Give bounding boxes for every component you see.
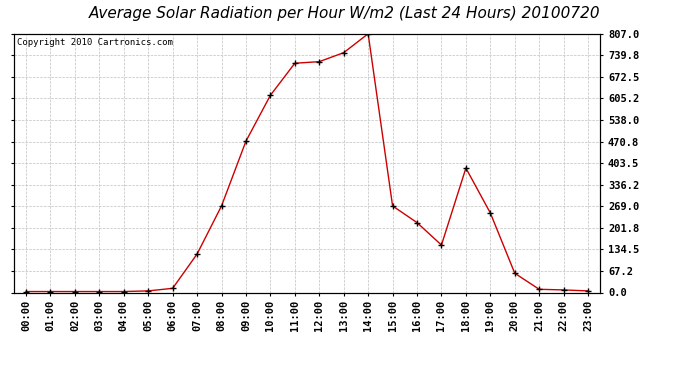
Text: Copyright 2010 Cartronics.com: Copyright 2010 Cartronics.com bbox=[17, 38, 172, 46]
Text: Average Solar Radiation per Hour W/m2 (Last 24 Hours) 20100720: Average Solar Radiation per Hour W/m2 (L… bbox=[89, 6, 601, 21]
